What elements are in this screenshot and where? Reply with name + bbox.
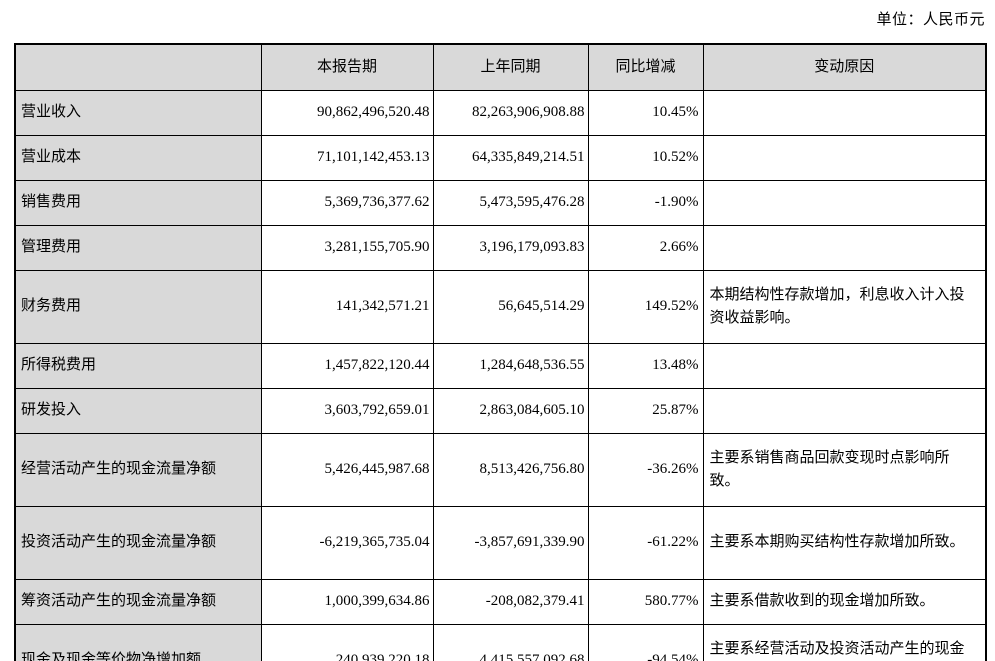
current-period-cell: 3,281,155,705.90 — [260, 225, 434, 271]
row-label-cell: 财务费用 — [14, 270, 262, 344]
current-period-cell: 1,000,399,634.86 — [260, 579, 434, 625]
change-cell: 13.48% — [587, 343, 704, 389]
change-cell: -94.54% — [587, 624, 704, 661]
header-prior-period: 上年同期 — [432, 43, 589, 91]
table-row: 筹资活动产生的现金流量净额 1,000,399,634.86 -208,082,… — [14, 579, 987, 625]
table-row: 销售费用 5,369,736,377.62 5,473,595,476.28 -… — [14, 180, 987, 226]
current-period-cell: 1,457,822,120.44 — [260, 343, 434, 389]
prior-period-cell: -3,857,691,339.90 — [432, 506, 589, 580]
current-period-cell: 5,426,445,987.68 — [260, 433, 434, 507]
row-label-cell: 所得税费用 — [14, 343, 262, 389]
financial-summary-table: 本报告期 上年同期 同比增减 变动原因 营业收入 90,862,496,520.… — [14, 43, 987, 661]
current-period-cell: 240,939,220.18 — [260, 624, 434, 661]
header-current-period: 本报告期 — [260, 43, 434, 91]
prior-period-cell: 4,415,557,092.68 — [432, 624, 589, 661]
row-label-cell: 筹资活动产生的现金流量净额 — [14, 579, 262, 625]
reason-cell — [702, 388, 987, 434]
prior-period-cell: 64,335,849,214.51 — [432, 135, 589, 181]
reason-cell: 主要系销售商品回款变现时点影响所致。 — [702, 433, 987, 507]
header-yoy-change: 同比增减 — [587, 43, 704, 91]
row-label-cell: 销售费用 — [14, 180, 262, 226]
reason-cell: 主要系本期购买结构性存款增加所致。 — [702, 506, 987, 580]
prior-period-cell: 1,284,648,536.55 — [432, 343, 589, 389]
change-cell: 149.52% — [587, 270, 704, 344]
table-row: 财务费用 141,342,571.21 56,645,514.29 149.52… — [14, 270, 987, 344]
prior-period-cell: 2,863,084,605.10 — [432, 388, 589, 434]
reason-cell — [702, 180, 987, 226]
reason-cell: 主要系经营活动及投资活动产生的现金流量净额减少所致。 — [702, 624, 987, 661]
prior-period-cell: 82,263,906,908.88 — [432, 90, 589, 136]
reason-cell — [702, 343, 987, 389]
change-cell: 2.66% — [587, 225, 704, 271]
row-label-cell: 经营活动产生的现金流量净额 — [14, 433, 262, 507]
current-period-cell: 90,862,496,520.48 — [260, 90, 434, 136]
table-row: 所得税费用 1,457,822,120.44 1,284,648,536.55 … — [14, 343, 987, 389]
table-row: 管理费用 3,281,155,705.90 3,196,179,093.83 2… — [14, 225, 987, 271]
current-period-cell: -6,219,365,735.04 — [260, 506, 434, 580]
table-row: 投资活动产生的现金流量净额 -6,219,365,735.04 -3,857,6… — [14, 506, 987, 580]
current-period-cell: 3,603,792,659.01 — [260, 388, 434, 434]
prior-period-cell: 8,513,426,756.80 — [432, 433, 589, 507]
reason-cell — [702, 90, 987, 136]
current-period-cell: 141,342,571.21 — [260, 270, 434, 344]
header-change-reason: 变动原因 — [702, 43, 987, 91]
prior-period-cell: 5,473,595,476.28 — [432, 180, 589, 226]
reason-cell: 本期结构性存款增加，利息收入计入投资收益影响。 — [702, 270, 987, 344]
table-header-row: 本报告期 上年同期 同比增减 变动原因 — [14, 43, 987, 91]
table-row: 经营活动产生的现金流量净额 5,426,445,987.68 8,513,426… — [14, 433, 987, 507]
header-item-column — [14, 43, 262, 91]
change-cell: 10.45% — [587, 90, 704, 136]
table-row: 研发投入 3,603,792,659.01 2,863,084,605.10 2… — [14, 388, 987, 434]
prior-period-cell: -208,082,379.41 — [432, 579, 589, 625]
reason-cell: 主要系借款收到的现金增加所致。 — [702, 579, 987, 625]
change-cell: 580.77% — [587, 579, 704, 625]
prior-period-cell: 3,196,179,093.83 — [432, 225, 589, 271]
row-label-cell: 管理费用 — [14, 225, 262, 271]
change-cell: -36.26% — [587, 433, 704, 507]
row-label-cell: 营业成本 — [14, 135, 262, 181]
prior-period-cell: 56,645,514.29 — [432, 270, 589, 344]
table-row: 营业收入 90,862,496,520.48 82,263,906,908.88… — [14, 90, 987, 136]
reason-cell — [702, 225, 987, 271]
row-label-cell: 营业收入 — [14, 90, 262, 136]
reason-cell — [702, 135, 987, 181]
row-label-cell: 投资活动产生的现金流量净额 — [14, 506, 262, 580]
unit-label: 单位：人民币元 — [876, 12, 985, 28]
change-cell: -61.22% — [587, 506, 704, 580]
change-cell: 10.52% — [587, 135, 704, 181]
current-period-cell: 5,369,736,377.62 — [260, 180, 434, 226]
row-label-cell: 现金及现金等价物净增加额 — [14, 624, 262, 661]
change-cell: -1.90% — [587, 180, 704, 226]
current-period-cell: 71,101,142,453.13 — [260, 135, 434, 181]
change-cell: 25.87% — [587, 388, 704, 434]
table-row: 现金及现金等价物净增加额 240,939,220.18 4,415,557,09… — [14, 624, 987, 661]
table-row: 营业成本 71,101,142,453.13 64,335,849,214.51… — [14, 135, 987, 181]
row-label-cell: 研发投入 — [14, 388, 262, 434]
